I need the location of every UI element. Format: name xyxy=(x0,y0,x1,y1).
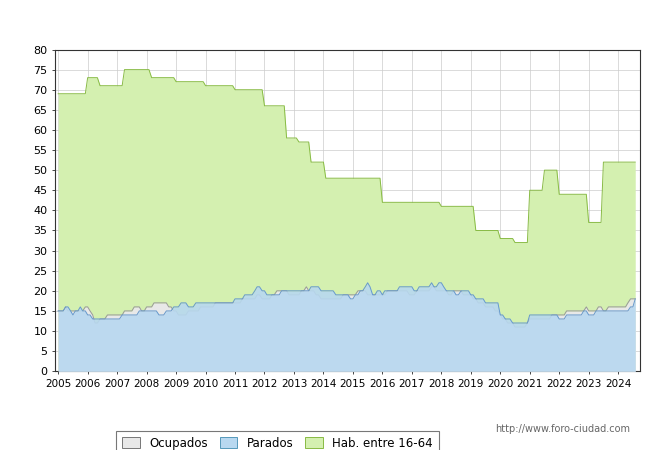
Text: http://www.foro-ciudad.com: http://www.foro-ciudad.com xyxy=(495,424,630,434)
Text: foro-ciudad.com: foro-ciudad.com xyxy=(259,217,437,236)
Text: Tamariz de Campos - Evolucion de la poblacion en edad de Trabajar Septiembre de : Tamariz de Campos - Evolucion de la pobl… xyxy=(41,17,609,30)
Legend: Ocupados, Parados, Hab. entre 16-64: Ocupados, Parados, Hab. entre 16-64 xyxy=(116,431,439,450)
